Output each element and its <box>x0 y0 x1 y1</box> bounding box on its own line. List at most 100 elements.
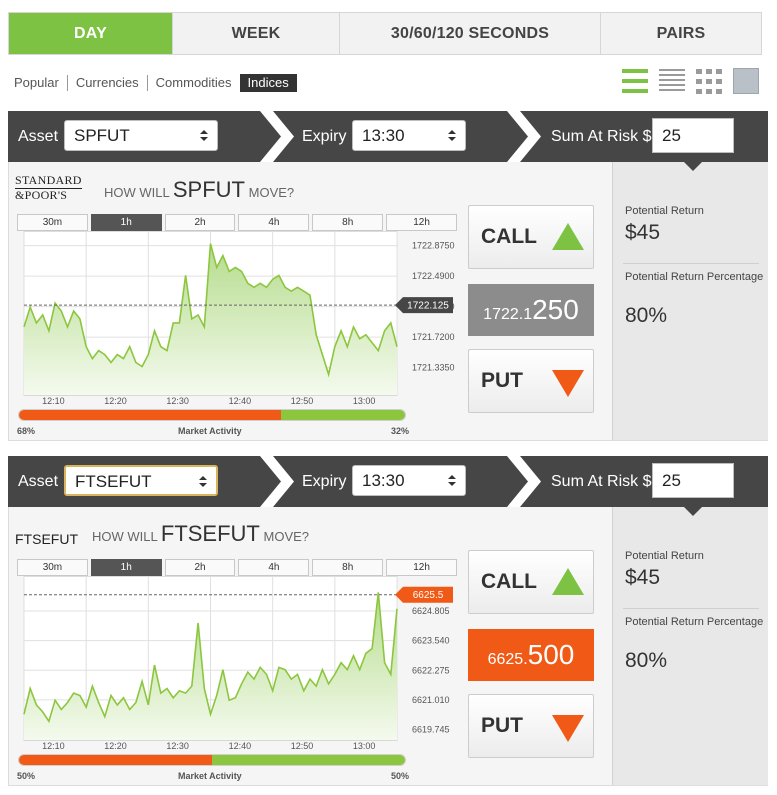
current-price-tag <box>395 586 453 603</box>
category-menu: Popular Currencies Commodities Indices <box>14 74 297 92</box>
price-prefix: 6625. <box>487 651 528 668</box>
y-tick-label: 1721.7200 <box>412 332 455 342</box>
question-prefix: HOW WILL <box>104 185 170 200</box>
x-tick-label: 12:30 <box>166 741 189 751</box>
select-arrows-icon <box>448 475 456 487</box>
price-line <box>23 243 398 378</box>
put-button-label: PUT <box>481 369 523 392</box>
expiry-select-value: 13:30 <box>362 126 405 145</box>
call-button[interactable]: CALL <box>468 205 594 269</box>
potential-return-value: $45 <box>625 221 661 244</box>
market-activity-bar <box>18 409 406 421</box>
category-indices[interactable]: Indices <box>239 74 297 92</box>
expiry-label: Expiry <box>302 473 347 490</box>
potential-return-label: Potential Return <box>625 205 704 217</box>
asset-label: Asset <box>18 473 59 490</box>
category-currencies[interactable]: Currencies <box>68 75 148 91</box>
market-activity-label: Market Activity <box>178 426 242 436</box>
arrow-up-icon <box>552 568 584 595</box>
x-tick-label: 12:10 <box>42 396 65 406</box>
timeframe-4h[interactable]: 4h <box>238 559 310 576</box>
tab-week[interactable]: WEEK <box>173 13 340 54</box>
timeframe-12h[interactable]: 12h <box>386 559 457 576</box>
potential-return-label: Potential Return <box>625 550 704 562</box>
sum-at-risk-input[interactable]: 25 <box>652 463 734 498</box>
timeframe-30m[interactable]: 30m <box>17 559 88 576</box>
timeframe-2h[interactable]: 2h <box>164 559 236 576</box>
price-main-digits: 250 <box>532 294 579 325</box>
tab-pairs[interactable]: PAIRS <box>601 13 761 54</box>
x-tick-label: 13:00 <box>353 396 376 406</box>
standard-poors-logo: STANDARD &POOR'S <box>15 174 82 202</box>
potential-return-value: $45 <box>625 566 661 589</box>
arrow-down-icon <box>552 715 584 742</box>
asset-select[interactable]: FTSEFUT <box>64 465 218 496</box>
question-asset: SPFUT <box>172 177 245 202</box>
select-arrows-icon <box>200 130 208 142</box>
move-question: HOW WILL FTSEFUT MOVE? <box>92 521 309 547</box>
x-tick-label: 12:40 <box>229 396 252 406</box>
price-chart: 6624.805 6623.540 6622.275 6621.010 6619.745… <box>23 576 453 751</box>
expiry-select[interactable]: 13:30 <box>352 120 466 151</box>
list-view-large-icon[interactable] <box>622 68 648 94</box>
price-area <box>24 243 397 395</box>
put-button[interactable]: PUT <box>468 694 594 758</box>
tab-day[interactable]: DAY <box>9 13 173 54</box>
timeframe-12h[interactable]: 12h <box>386 214 457 231</box>
call-button-label: CALL <box>481 225 537 248</box>
grid-view-icon[interactable] <box>696 68 722 94</box>
timeframe-4h[interactable]: 4h <box>238 214 310 231</box>
return-info: Potential Return $45 Potential Return Pe… <box>612 162 768 440</box>
price-line <box>23 592 398 724</box>
trade-settings-bar: Asset FTSEFUT Expiry 13:30 Sum At Risk $… <box>8 456 768 507</box>
sum-at-risk-input[interactable]: 25 <box>652 118 734 153</box>
call-button[interactable]: CALL <box>468 550 594 614</box>
view-switcher <box>622 68 759 94</box>
list-view-small-icon[interactable] <box>659 68 685 94</box>
timeframe-30m[interactable]: 30m <box>17 214 88 231</box>
single-view-icon[interactable] <box>733 68 759 94</box>
potential-return-percentage-value: 80% <box>625 304 668 327</box>
asset-select[interactable]: SPFUT <box>64 120 218 151</box>
expiry-select-value: 13:30 <box>362 471 405 490</box>
y-tick-label: 6621.010 <box>412 695 450 705</box>
price-prefix: 1722.1 <box>483 306 533 323</box>
timeframe-8h[interactable]: 8h <box>312 559 384 576</box>
timeframe-1h[interactable]: 1h <box>90 559 162 576</box>
expiry-select[interactable]: 13:30 <box>352 465 466 496</box>
asset-select-value: SPFUT <box>74 126 130 145</box>
arrow-up-icon <box>552 223 584 250</box>
expiry-label: Expiry <box>302 128 347 145</box>
current-price: 6625.500 <box>468 629 594 681</box>
timeframe-2h[interactable]: 2h <box>164 214 236 231</box>
divider <box>623 263 759 264</box>
asset-select-value: FTSEFUT <box>75 472 152 491</box>
period-tabs: DAY WEEK 30/60/120 SECONDS PAIRS <box>8 12 762 55</box>
market-activity-bar <box>18 754 406 766</box>
potential-return-percentage-label: Potential Return Percentage <box>625 616 764 628</box>
chevron-divider-icon <box>260 111 294 162</box>
timeframe-selector: 30m 1h 2h 4h 8h 12h <box>17 559 457 576</box>
logo-line-2: &POOR'S <box>15 188 68 202</box>
put-button[interactable]: PUT <box>468 349 594 413</box>
price-main-digits: 500 <box>527 639 575 670</box>
category-commodities[interactable]: Commodities <box>155 75 232 90</box>
category-popular[interactable]: Popular <box>14 75 68 91</box>
activity-right-percent: 50% <box>391 771 410 781</box>
activity-right-percent: 32% <box>391 426 410 436</box>
y-tick-label: 6619.745 <box>412 725 450 735</box>
y-tick-label: 6622.275 <box>412 665 450 675</box>
tab-seconds[interactable]: 30/60/120 SECONDS <box>340 13 601 54</box>
market-activity-buy <box>281 410 405 420</box>
y-tick-label: 6624.805 <box>412 606 450 616</box>
timeframe-1h[interactable]: 1h <box>90 214 162 231</box>
question-suffix: MOVE? <box>263 529 310 544</box>
y-tick-label: 1722.4900 <box>412 271 455 281</box>
y-tick-label: 1722.8750 <box>412 241 455 251</box>
logo-line-1: STANDARD <box>15 173 82 189</box>
timeframe-8h[interactable]: 8h <box>312 214 384 231</box>
x-tick-label: 12:40 <box>229 741 252 751</box>
potential-return-percentage-label: Potential Return Percentage <box>625 271 764 283</box>
current-price: 1722.1250 <box>468 284 594 336</box>
call-button-label: CALL <box>481 570 537 593</box>
